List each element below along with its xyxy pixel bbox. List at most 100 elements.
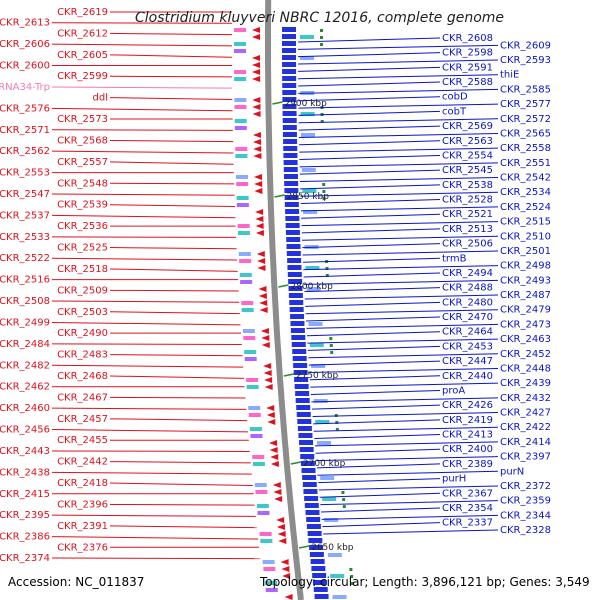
gene-label-right: CKR_2542 [500, 173, 551, 184]
label-leader-left [109, 139, 234, 143]
right-strand-gene [283, 160, 298, 165]
kbp-tick [272, 101, 283, 105]
label-leader-right [316, 456, 499, 462]
right-strand-gene [283, 153, 298, 158]
right-strand-gene [285, 216, 300, 221]
left-strand-gene [253, 139, 262, 145]
label-leader-left [109, 461, 251, 464]
gene-label-left: CKR_2612 [57, 28, 108, 39]
label-leader-right [320, 500, 499, 506]
label-leader-right [313, 419, 441, 425]
label-leader-right [298, 74, 499, 80]
right-strand-gene [304, 496, 319, 501]
label-leader-right [314, 441, 499, 447]
gene-label-right: CKR_2609 [500, 40, 551, 51]
gene-label-left: CKR_2376 [57, 542, 108, 553]
label-leader-right [323, 529, 499, 535]
gene-label-right: CKR_2447 [442, 356, 493, 367]
tick-dot [322, 190, 326, 193]
right-strand-gene [286, 244, 301, 249]
gene-label-right: CKR_2464 [442, 327, 493, 338]
feature-block-left [250, 434, 263, 438]
right-strand-gene [306, 517, 321, 522]
label-leader-left [109, 482, 253, 486]
label-leader-right [299, 169, 441, 175]
kbp-tick [283, 373, 295, 377]
feature-block-left [234, 126, 247, 130]
gene-label-right: CKR_2588 [442, 77, 493, 88]
gene-label-left: CKR_2391 [57, 521, 108, 532]
label-leader-right [309, 367, 499, 373]
gene-label-left: CKR_2539 [57, 200, 108, 211]
gene-label-right: CKR_2453 [442, 341, 493, 352]
right-strand-gene [295, 391, 310, 396]
gene-label-left: CKR_2562 [0, 146, 50, 157]
right-strand-gene [284, 195, 299, 200]
label-leader-left [51, 450, 250, 453]
gene-label-right: CKR_2524 [500, 202, 551, 213]
right-strand-gene [311, 566, 326, 571]
label-leader-right [299, 147, 499, 153]
gene-label-right: CKR_2448 [500, 363, 551, 374]
feature-block-right [330, 574, 345, 578]
label-leader-right [309, 375, 441, 381]
label-leader-right [301, 221, 499, 227]
right-strand-gene [283, 139, 298, 144]
gene-label-right: CKR_2354 [442, 503, 493, 514]
label-leader-left [109, 204, 235, 208]
gene-label-left: CKR_2600 [0, 61, 50, 72]
label-leader-right [298, 81, 441, 87]
left-strand-gene [252, 27, 261, 33]
right-strand-gene [290, 321, 305, 326]
label-leader-left [51, 214, 236, 219]
feature-block-right [300, 35, 315, 39]
left-strand-gene [264, 377, 273, 383]
gene-label-left: ddl [93, 93, 108, 104]
label-leader-right [312, 412, 499, 418]
right-strand-gene [286, 237, 301, 242]
feature-block-left [246, 385, 259, 389]
gene-label-right: cobT [442, 106, 467, 117]
right-strand-gene [282, 69, 297, 74]
feature-block-left [259, 532, 272, 536]
label-leader-left [51, 407, 247, 410]
right-strand-gene [289, 300, 304, 305]
label-leader-right [299, 140, 441, 146]
right-strand-gene [297, 426, 312, 431]
gene-label-right: CKR_2545 [442, 165, 493, 176]
gene-label-left: CKR_2443 [0, 446, 50, 457]
right-strand-gene [291, 342, 306, 347]
left-strand-gene [254, 188, 263, 194]
feature-block-left [239, 259, 252, 263]
genome-summary-text: Topology: circular; Length: 3,896,121 bp… [260, 575, 590, 589]
gene-label-left: CKR_2483 [57, 350, 108, 361]
gene-label-right: CKR_2569 [442, 121, 493, 132]
tick-dot [325, 274, 329, 277]
label-leader-right [305, 301, 441, 307]
gene-label-left: CKR_2605 [57, 50, 108, 61]
right-strand-gene [283, 146, 298, 151]
right-strand-gene [282, 34, 297, 39]
gene-label-right: CKR_2413 [442, 430, 493, 441]
label-leader-right [301, 213, 441, 219]
left-strand-gene [257, 265, 266, 271]
right-strand-gene [296, 405, 311, 410]
gene-label-right: CKR_2400 [442, 444, 493, 455]
gene-label-left: CKR_2619 [57, 7, 108, 18]
left-strand-gene [252, 97, 261, 103]
left-strand-gene [263, 370, 272, 376]
label-leader-left [109, 161, 234, 165]
feature-block-left [236, 182, 249, 186]
gene-label-left: CKR_2516 [0, 275, 50, 286]
label-leader-right [300, 199, 441, 205]
gene-label-left: CKR_2536 [57, 221, 108, 232]
gene-label-left: CKR_2533 [0, 232, 50, 243]
gene-label-right: CKR_2528 [442, 195, 493, 206]
gene-label-right: CKR_2538 [442, 180, 493, 191]
label-leader-right [299, 162, 499, 168]
gene-label-left: CKR_2547 [0, 189, 50, 200]
label-leader-left [109, 311, 240, 315]
feature-block-right [300, 112, 315, 116]
feature-block-left [242, 329, 255, 333]
label-leader-right [298, 88, 499, 94]
